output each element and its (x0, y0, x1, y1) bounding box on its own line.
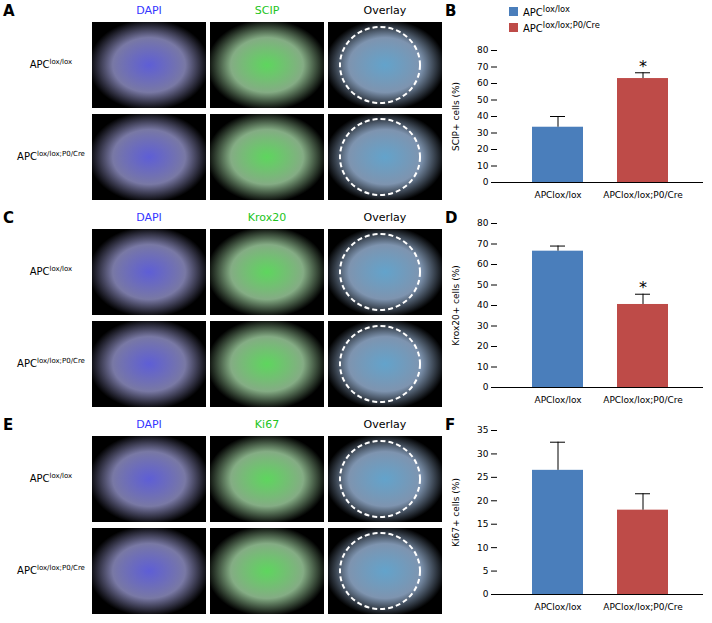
svg-text:60: 60 (477, 259, 489, 269)
html-text:Krox20: Krox20 (247, 211, 287, 224)
svg-text:80: 80 (477, 218, 489, 228)
html-text:APClox/lox: APClox/lox (29, 58, 73, 71)
html-text:C: C (3, 209, 14, 227)
html-text:DAPI: DAPI (136, 211, 162, 224)
html-text:D: D (445, 209, 458, 227)
html-text:Overlay: Overlay (363, 418, 407, 431)
svg-text:Krox20+ cells (%): Krox20+ cells (%) (451, 265, 461, 345)
svg-text:10: 10 (477, 161, 489, 171)
html-text:APClox/lox;P0/Cre: APClox/lox;P0/Cre (523, 20, 600, 35)
svg-text:APClox/lox: APClox/lox (534, 190, 582, 200)
svg-text:35: 35 (477, 425, 488, 435)
svg-text:0: 0 (483, 382, 489, 392)
svg-text:10: 10 (477, 362, 489, 372)
svg-text:5: 5 (483, 566, 489, 576)
svg-text:10: 10 (477, 543, 489, 553)
html-text:Overlay: Overlay (363, 211, 407, 224)
svg-text:0: 0 (483, 589, 489, 599)
html-text:E: E (3, 416, 14, 434)
html-text:APClox/lox: APClox/lox (523, 4, 570, 19)
svg-text:30: 30 (477, 128, 489, 138)
html-text:APClox/lox: APClox/lox (29, 472, 73, 485)
svg-text:40: 40 (477, 300, 489, 310)
svg-text:30: 30 (477, 321, 489, 331)
html-text:F: F (445, 416, 456, 434)
svg-text:APClox/lox;P0/Cre: APClox/lox;P0/Cre (603, 602, 683, 612)
svg-text:APClox/lox;P0/Cre: APClox/lox;P0/Cre (603, 190, 683, 200)
html-text:Ki67: Ki67 (254, 418, 280, 431)
html-text:Overlay: Overlay (363, 4, 407, 17)
html-text:APClox/lox;P0/Cre: APClox/lox;P0/Cre (17, 150, 85, 163)
svg-text:*: * (639, 278, 647, 297)
svg-text:80: 80 (477, 45, 489, 55)
svg-text:APClox/lox: APClox/lox (534, 602, 582, 612)
svg-text:APClox/lox;P0/Cre: APClox/lox;P0/Cre (603, 395, 683, 405)
svg-text:20: 20 (477, 144, 489, 154)
html-text:A: A (3, 2, 15, 20)
svg-text:*: * (639, 57, 647, 76)
html-text:APClox/lox;P0/Cre: APClox/lox;P0/Cre (17, 564, 85, 577)
html-text:APClox/lox;P0/Cre: APClox/lox;P0/Cre (17, 357, 85, 370)
html-text:B: B (445, 2, 457, 20)
html-text:APClox/lox: APClox/lox (29, 265, 73, 278)
svg-text:SCIP+ cells (%): SCIP+ cells (%) (451, 82, 461, 151)
svg-text:40: 40 (477, 111, 489, 121)
svg-text:30: 30 (477, 449, 489, 459)
svg-text:25: 25 (477, 472, 488, 482)
html-text:SCIP: SCIP (254, 4, 280, 17)
svg-text:20: 20 (477, 496, 489, 506)
svg-text:70: 70 (477, 62, 489, 72)
svg-text:20: 20 (477, 341, 489, 351)
svg-text:70: 70 (477, 239, 489, 249)
svg-text:0: 0 (483, 177, 489, 187)
svg-text:APClox/lox: APClox/lox (534, 395, 582, 405)
svg-text:50: 50 (477, 95, 489, 105)
svg-text:15: 15 (477, 519, 488, 529)
html-text:DAPI: DAPI (136, 4, 162, 17)
svg-text:Ki67+ cells (%): Ki67+ cells (%) (451, 478, 461, 547)
html-text:DAPI: DAPI (136, 418, 162, 431)
svg-text:60: 60 (477, 78, 489, 88)
svg-text:50: 50 (477, 280, 489, 290)
